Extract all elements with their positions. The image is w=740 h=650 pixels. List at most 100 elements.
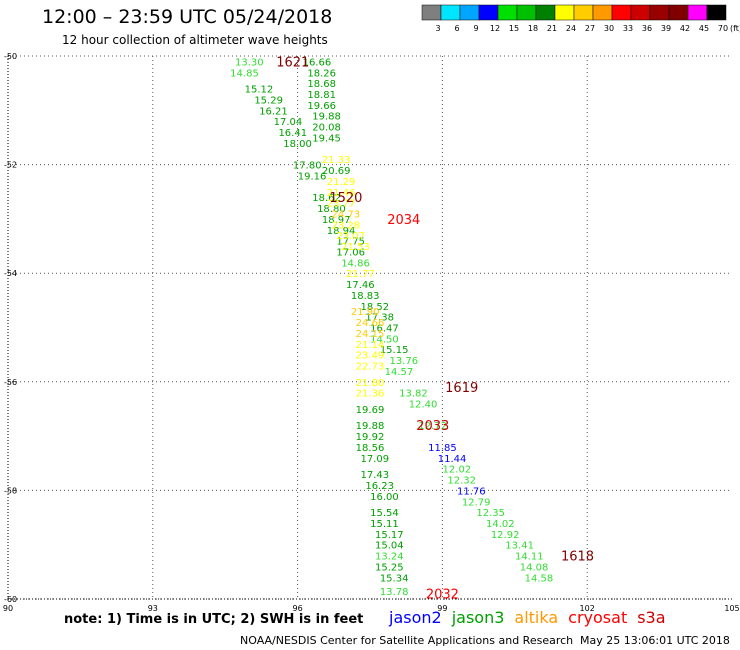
- wave-height-label: 13.41: [505, 541, 534, 552]
- wave-height-label: 18.94: [327, 226, 356, 237]
- wave-height-label: 15.17: [375, 530, 404, 541]
- wave-height-label: 17.75: [336, 237, 365, 248]
- wave-height-label: 15.11: [370, 519, 399, 530]
- wave-height-label: 19.88: [356, 421, 385, 432]
- pass-time-label: 2033: [416, 419, 449, 434]
- y-tick-label: -52: [4, 161, 17, 170]
- wave-height-label: 20.69: [322, 166, 351, 177]
- wave-height-label: 21.90: [351, 307, 380, 318]
- wave-height-label: 24.15: [356, 329, 385, 340]
- wave-height-label: 13.30: [235, 57, 264, 68]
- wave-height-label: 23.28: [332, 220, 361, 231]
- credit-text: NOAA/NESDIS Center for Satellite Applica…: [240, 634, 574, 647]
- x-tick-label: 96: [293, 604, 303, 613]
- colorbar-label: 30: [604, 24, 614, 33]
- colorbar-label: 12: [490, 24, 500, 33]
- wave-height-label: 15.04: [375, 541, 404, 552]
- wave-height-label: 11.76: [457, 486, 486, 497]
- colorbar-swatch: [478, 4, 499, 21]
- y-tick-label: -50: [4, 52, 17, 61]
- colorbar-swatch: [592, 4, 613, 21]
- colorbar-swatch: [573, 4, 594, 21]
- wave-height-label: 21.80: [356, 378, 385, 389]
- colorbar-swatch: [687, 4, 708, 21]
- pass-time-label: 1618: [561, 550, 594, 565]
- colorbar-label: 42: [680, 24, 690, 33]
- timestamp-text: May 25 13:06:01 UTC 2018: [580, 634, 730, 647]
- wave-height-label: 19.45: [312, 133, 341, 144]
- colorbar-swatch: [440, 4, 461, 21]
- pass-time-label: 1520: [329, 191, 362, 206]
- wave-height-label: 23.77: [327, 199, 356, 210]
- x-tick-label: 93: [148, 604, 158, 613]
- colorbar-label: 24: [566, 24, 576, 33]
- y-tick-label: -56: [4, 378, 17, 387]
- wave-height-label: 19.92: [356, 432, 385, 443]
- colorbar-swatch: [516, 4, 537, 21]
- chart-subtitle: 12 hour collection of altimeter wave hei…: [62, 33, 328, 47]
- wave-height-label: 18.52: [361, 302, 390, 313]
- wave-height-label: 14.86: [341, 258, 370, 269]
- wave-height-label: 12.72: [418, 421, 447, 432]
- colorbar-label: 70: [718, 24, 728, 33]
- wave-height-label: 18.83: [351, 291, 380, 302]
- wave-height-label: 13.78: [380, 587, 409, 598]
- satellite-cryosat: cryosat: [568, 608, 628, 627]
- wave-height-label: 14.57: [385, 367, 414, 378]
- wave-height-label: 21.33: [322, 155, 351, 166]
- wave-height-label: 17.80: [293, 161, 322, 172]
- colorbar-label: 33: [623, 24, 633, 33]
- wave-height-label: 24.73: [332, 209, 361, 220]
- colorbar-unit: (ft): [730, 24, 740, 33]
- pass-time-label: 2034: [387, 213, 420, 228]
- colorbar-swatch: [554, 4, 575, 21]
- wave-height-label: 19.66: [307, 101, 336, 112]
- wave-height-label: 21.46: [327, 188, 356, 199]
- satellite-jason2: jason2: [389, 608, 442, 627]
- colorbar-label: 45: [699, 24, 709, 33]
- wave-height-label: 13.76: [389, 356, 418, 367]
- wave-height-label: 16.23: [365, 481, 394, 492]
- wave-height-label: 23.07: [336, 231, 365, 242]
- wave-height-label: 15.15: [380, 345, 409, 356]
- pass-time-label: 1619: [445, 381, 478, 396]
- colorbar-swatch: [459, 4, 480, 21]
- wave-height-label: 12.92: [491, 530, 520, 541]
- wave-height-label: 18.81: [307, 90, 336, 101]
- wave-height-label: 13.24: [375, 552, 404, 563]
- wave-height-label: 19.16: [298, 171, 327, 182]
- wave-height-label: 18.00: [283, 139, 312, 150]
- wave-height-label: 23.49: [356, 351, 385, 362]
- colorbar-label: 36: [642, 24, 652, 33]
- pass-time-label: 1621: [276, 55, 309, 70]
- wave-height-label: 19.69: [356, 405, 385, 416]
- x-tick-label: 102: [580, 604, 595, 613]
- wave-height-label: 12.40: [409, 400, 438, 411]
- wave-height-label: 21.36: [356, 389, 385, 400]
- wave-height-label: 16.21: [259, 106, 288, 117]
- y-tick-label: -54: [4, 269, 17, 278]
- wave-height-label: 15.29: [254, 95, 283, 106]
- wave-height-label: 18.56: [356, 443, 385, 454]
- wave-height-label: 22.73: [356, 362, 385, 373]
- wave-height-label: 19.88: [312, 112, 341, 123]
- wave-height-label: 18.26: [307, 68, 336, 79]
- wave-height-label: 16.41: [278, 128, 307, 139]
- satellite-legend: jason2 jason3 altika cryosat s3a: [389, 608, 676, 627]
- wave-height-label: 17.06: [336, 247, 365, 258]
- y-tick-label: -60: [4, 595, 17, 604]
- colorbar-swatch: [630, 4, 651, 21]
- wave-height-label: 14.02: [486, 519, 515, 530]
- wave-height-label: 13.82: [399, 389, 428, 400]
- wave-height-label: 20.08: [312, 123, 341, 134]
- wave-height-label: 11.44: [438, 454, 467, 465]
- wave-height-label: 21.53: [341, 242, 370, 253]
- x-tick-label: 105: [724, 604, 739, 613]
- wave-height-label: 14.08: [520, 562, 549, 573]
- colorbar-swatch: [421, 4, 442, 21]
- wave-height-label: 21.77: [346, 269, 375, 280]
- wave-height-label: 17.43: [361, 470, 390, 481]
- wave-height-label: 16.66: [303, 57, 332, 68]
- wave-height-label: 21.29: [327, 177, 356, 188]
- wave-height-label: 16.00: [370, 492, 399, 503]
